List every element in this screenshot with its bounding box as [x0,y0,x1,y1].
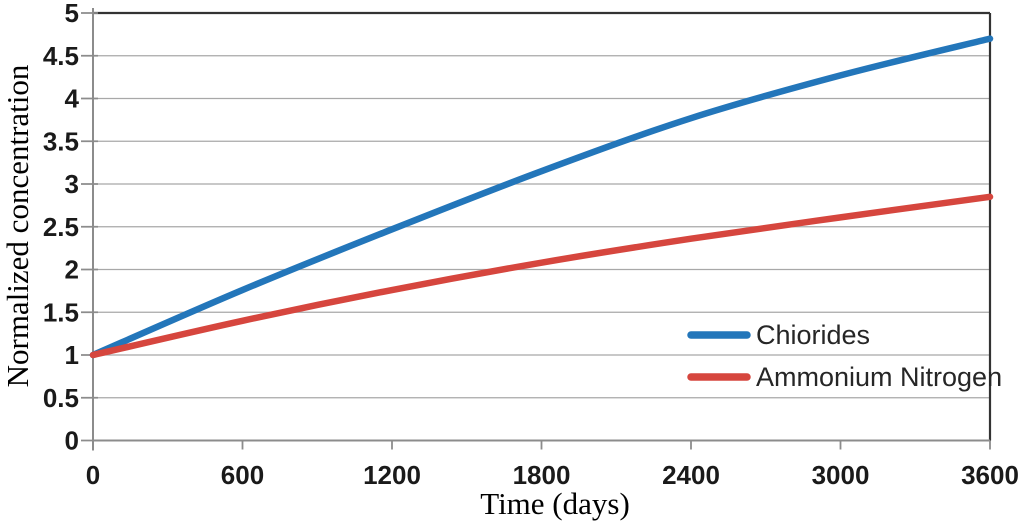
x-axis-title: Time (days) [480,486,630,521]
x-tick-label: 3000 [812,460,870,490]
y-tick-label: 5 [65,0,79,28]
y-tick-label: 2 [65,255,79,285]
x-tick-label: 2400 [662,460,720,490]
x-tick-label: 0 [86,460,100,490]
x-tick-label: 3600 [961,460,1019,490]
legend-label-chiorides: Chiorides [756,320,870,350]
gridlines-layer [93,55,990,399]
series-curve-0 [89,35,994,359]
y-tick-label: 2.5 [43,212,79,242]
y-tick-label: 3.5 [43,126,79,156]
y-tick-label: 1 [65,340,79,370]
y-tick-label: 0 [65,426,79,456]
data-series-layer [89,35,994,359]
series-curve-1 [89,193,994,359]
legend-label-ammonium-nitrogen: Ammonium Nitrogen [756,362,1002,392]
y-tick-label: 4.5 [43,41,79,71]
legend-swatches-layer [687,331,751,381]
y-axis-title: Normalized concentration [0,64,35,387]
x-tick-label: 1200 [363,460,421,490]
y-tick-label: 4 [65,84,80,114]
y-tick-label: 0.5 [43,383,79,413]
x-tick-label: 600 [221,460,264,490]
x-tick-label: 1800 [513,460,571,490]
axes-layer [81,8,992,451]
y-tick-label: 3 [65,169,79,199]
y-tick-label: 1.5 [43,297,79,327]
